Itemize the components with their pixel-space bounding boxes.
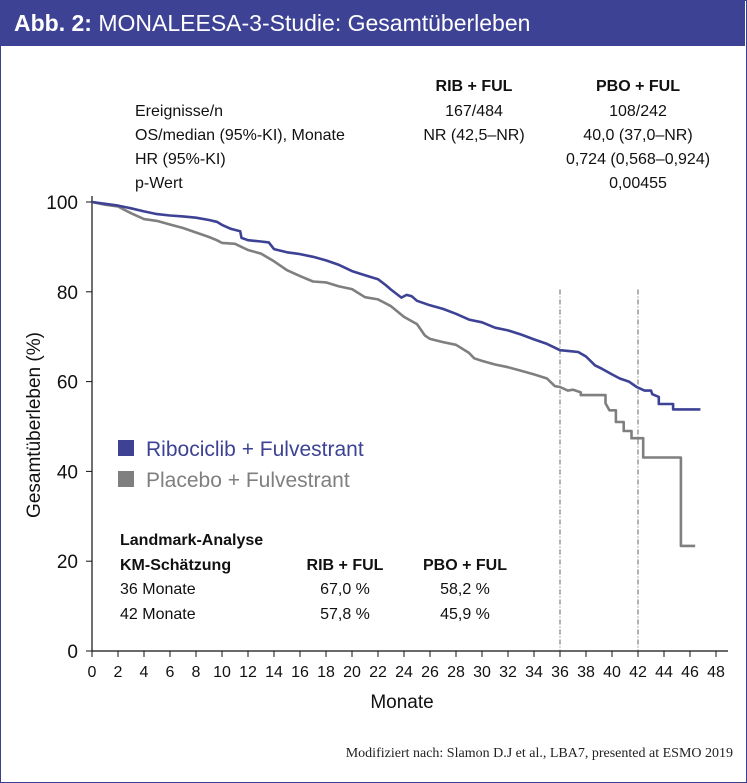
stats-row-label: Ereignisse/n: [135, 103, 223, 120]
x-tick-label: 46: [681, 664, 699, 681]
figure-title: MONALEESA-3-Studie: Gesamtüberleben: [98, 10, 531, 36]
y-tick-label: 40: [57, 462, 78, 483]
y-tick-label: 0: [67, 642, 78, 663]
landmark-lines: [559, 289, 639, 651]
landmark-row-label: 36 Monate: [120, 581, 196, 598]
stats-row-label: OS/median (95%-KI), Monate: [135, 127, 345, 144]
landmark-header-rib: RIB + FUL: [307, 557, 384, 574]
x-tick-label: 42: [629, 664, 647, 681]
legend-swatch-ribociclib: [118, 440, 134, 456]
tick-group: 0 2 4 6 8 10 12 14 16 18 20 22 24 26 28 30 32 34 36 38 40 42 4…: [46, 193, 725, 681]
stats-header-rib: RIB + FUL: [436, 78, 513, 95]
x-tick-label: 40: [603, 664, 621, 681]
stats-row-rib: 167/484: [445, 103, 503, 120]
x-tick-label: 44: [655, 664, 673, 681]
x-tick-label: 48: [707, 664, 725, 681]
stats-row-pbo: 40,0 (37,0–NR): [583, 127, 692, 144]
stats-row-label: HR (95%-KI): [135, 151, 226, 168]
landmark-row-pbo: 45,9 %: [440, 606, 490, 623]
legend-swatch-placebo: [118, 471, 134, 487]
x-tick-label: 0: [88, 664, 97, 681]
x-tick-label: 24: [395, 664, 413, 681]
x-tick-label: 38: [577, 664, 595, 681]
landmark-header-pbo: PBO + FUL: [423, 557, 507, 574]
x-tick-label: 18: [317, 664, 335, 681]
figure-banner: Abb. 2: MONALEESA-3-Studie: Gesamtüberle…: [0, 0, 745, 46]
survival-curve-placebo: [91, 200, 696, 548]
landmark-table: Landmark-Analyse KM-Schätzung RIB + FUL …: [120, 532, 507, 623]
x-tick-label: 26: [421, 664, 439, 681]
landmark-row-rib: 57,8 %: [320, 606, 370, 623]
y-tick-label: 100: [46, 193, 78, 214]
x-tick-label: 20: [343, 664, 361, 681]
landmark-row-label: 42 Monate: [120, 606, 196, 623]
stats-row-pbo: 108/242: [609, 103, 667, 120]
stats-table: RIB + FUL PBO + FUL Ereignisse/n 167/484…: [135, 78, 710, 192]
stats-row-pbo: 0,00455: [609, 175, 667, 192]
landmark-row-pbo: 58,2 %: [440, 581, 490, 598]
y-tick-label: 20: [57, 552, 78, 573]
x-tick-label: 32: [499, 664, 517, 681]
x-tick-label: 30: [473, 664, 491, 681]
x-tick-label: 2: [114, 664, 123, 681]
landmark-title: Landmark-Analyse: [120, 532, 263, 549]
x-tick-label: 8: [192, 664, 201, 681]
landmark-subtitle: KM-Schätzung: [120, 557, 231, 574]
x-tick-label: 16: [291, 664, 309, 681]
survival-curve-ribociclib: [91, 200, 701, 411]
x-tick-label: 14: [265, 664, 283, 681]
source-note: Modifiziert nach: Slamon D.J et al., LBA…: [345, 746, 733, 761]
x-tick-label: 34: [525, 664, 543, 681]
y-tick-label: 60: [57, 373, 78, 394]
legend-label-ribociclib: Ribociclib + Fulvestrant: [146, 438, 364, 461]
landmark-row-rib: 67,0 %: [320, 581, 370, 598]
x-tick-label: 10: [213, 664, 231, 681]
stats-row-rib: NR (42,5–NR): [423, 127, 524, 144]
axes: [91, 196, 728, 652]
stats-row-label: p-Wert: [135, 175, 183, 192]
y-axis-title: Gesamtüberleben (%): [24, 332, 45, 518]
x-tick-label: 22: [369, 664, 387, 681]
x-tick-label: 4: [140, 664, 149, 681]
legend: Ribociclib + Fulvestrant Placebo + Fulve…: [118, 438, 364, 492]
stats-row-pbo: 0,724 (0,568–0,924): [566, 151, 710, 168]
x-tick-label: 12: [239, 664, 257, 681]
x-tick-label: 28: [447, 664, 465, 681]
legend-label-placebo: Placebo + Fulvestrant: [146, 469, 350, 492]
x-tick-label: 6: [166, 664, 175, 681]
figure-label: Abb. 2:: [14, 10, 92, 36]
stats-header-pbo: PBO + FUL: [596, 78, 680, 95]
x-tick-label: 36: [551, 664, 569, 681]
curve-group: [91, 200, 701, 548]
y-tick-label: 80: [57, 283, 78, 304]
x-axis-title: Monate: [370, 692, 433, 713]
